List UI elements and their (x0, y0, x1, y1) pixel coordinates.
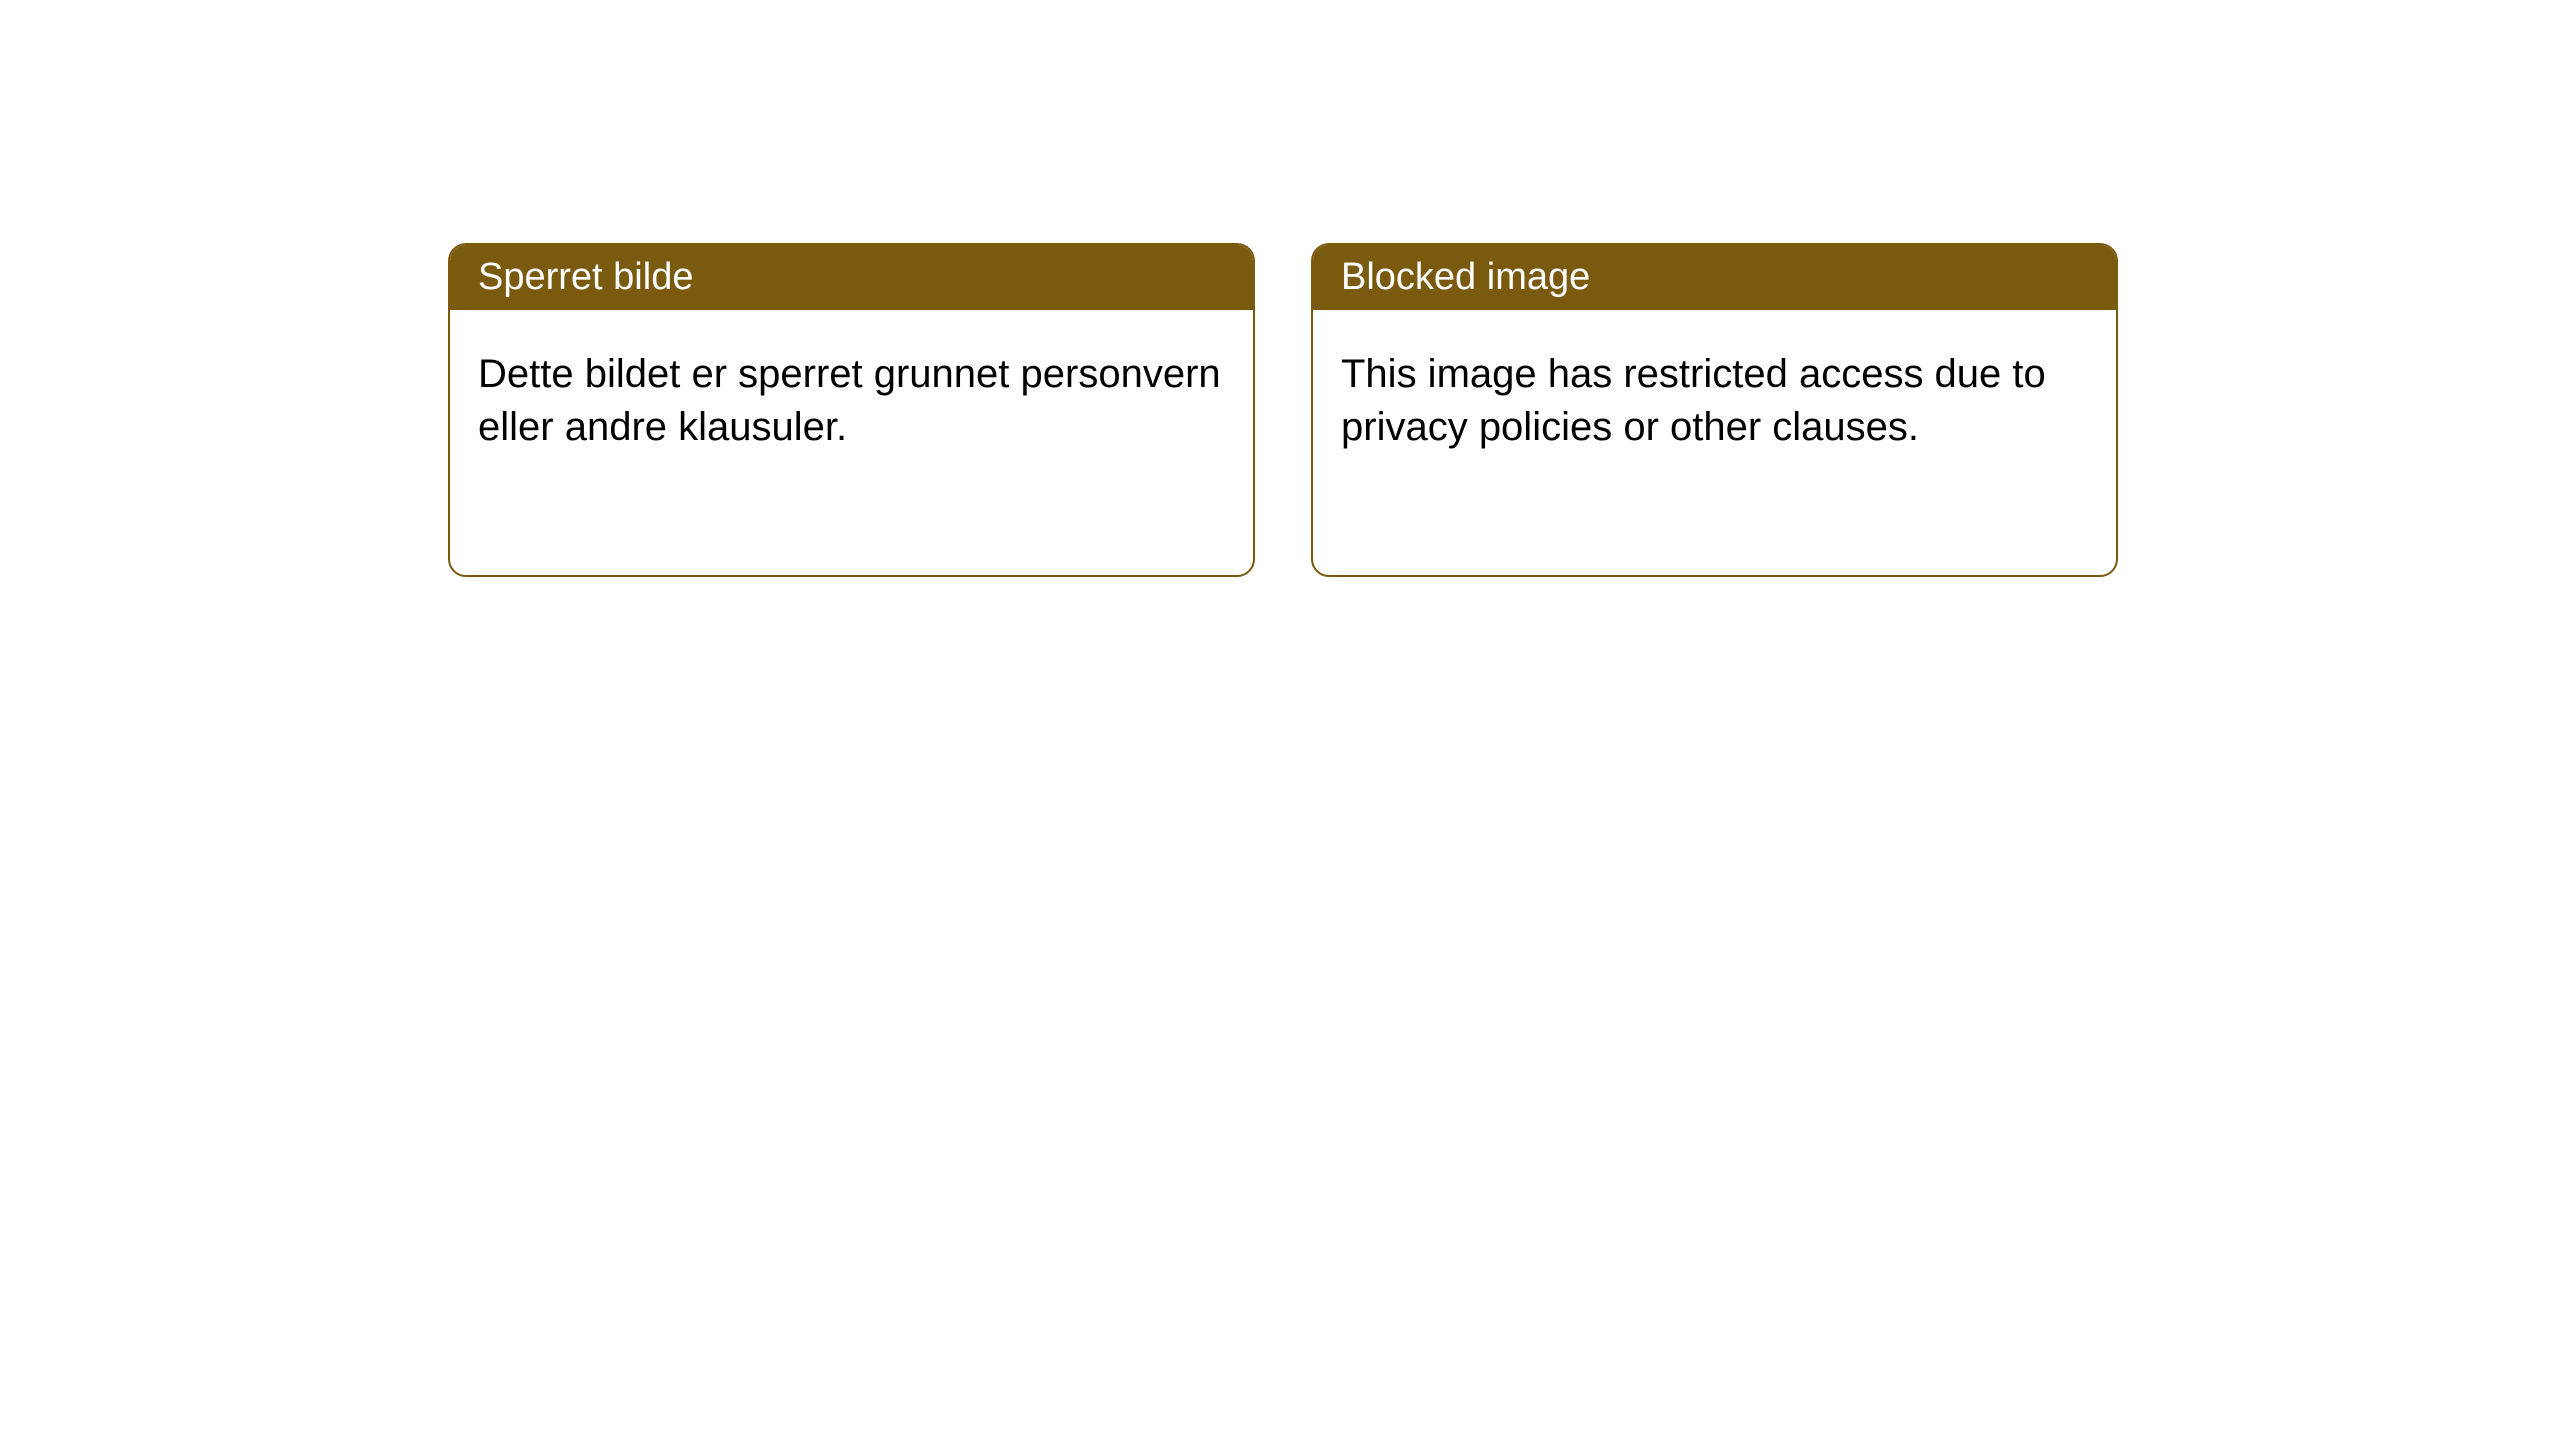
notice-card-body: Dette bildet er sperret grunnet personve… (450, 310, 1253, 575)
notice-cards-container: Sperret bilde Dette bildet er sperret gr… (448, 243, 2118, 577)
notice-card-english: Blocked image This image has restricted … (1311, 243, 2118, 577)
notice-card-norwegian: Sperret bilde Dette bildet er sperret gr… (448, 243, 1255, 577)
notice-card-title: Sperret bilde (450, 245, 1253, 310)
notice-card-title: Blocked image (1313, 245, 2116, 310)
notice-card-body: This image has restricted access due to … (1313, 310, 2116, 575)
